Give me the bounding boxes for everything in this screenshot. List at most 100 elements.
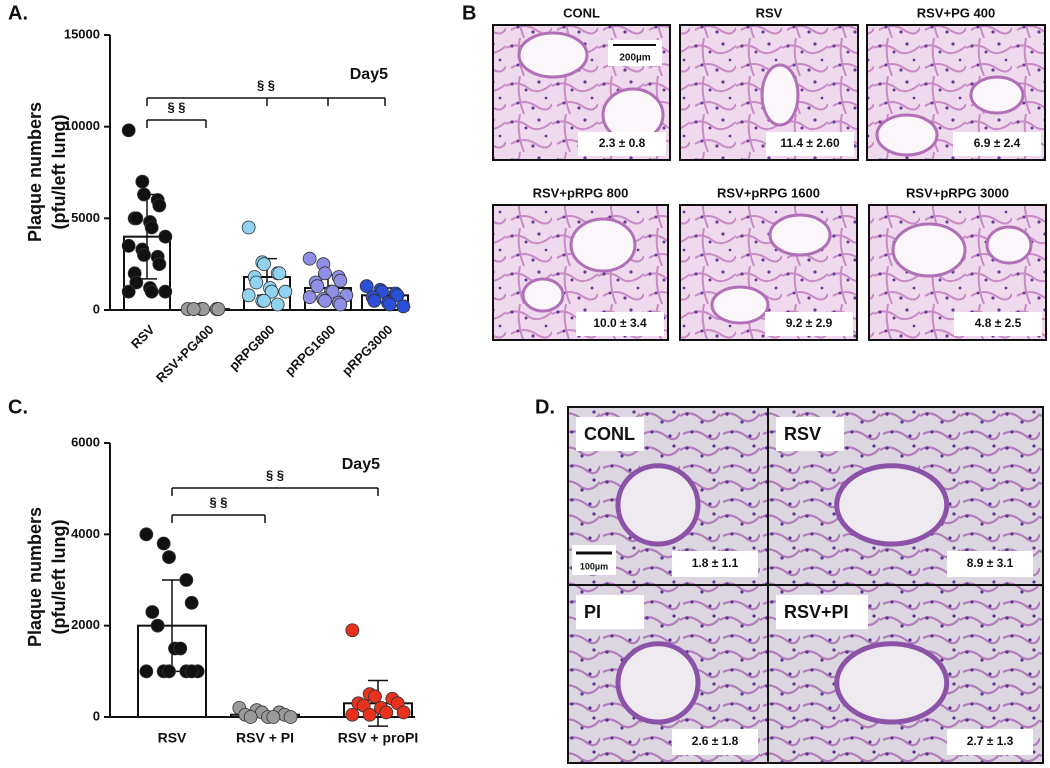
data-point	[179, 573, 194, 587]
annotation: Day5	[350, 66, 388, 83]
data-point	[129, 211, 144, 226]
significance-label: § §	[209, 494, 227, 509]
data-point	[121, 123, 136, 138]
image-label: PI	[584, 602, 601, 622]
data-point	[333, 297, 348, 312]
label-box	[576, 417, 644, 451]
y-tick-label: 15000	[64, 26, 100, 41]
data-point	[158, 284, 173, 299]
data-point	[345, 707, 360, 722]
data-point	[359, 279, 374, 294]
x-tick-label: RSV + PI	[236, 730, 294, 746]
score-box	[578, 132, 666, 156]
scale-box	[572, 545, 616, 575]
score-box	[765, 312, 853, 336]
data-point	[139, 664, 154, 679]
data-point	[257, 293, 271, 308]
image-title: CONL	[563, 5, 600, 20]
y-tick-label: 2000	[71, 617, 100, 632]
x-tick-label: pRPG3000	[339, 322, 396, 379]
lumen	[569, 217, 637, 273]
image-title: RSV+pRPG 800	[533, 185, 629, 200]
data-point	[396, 705, 411, 720]
data-point	[310, 279, 325, 294]
score: 8.9 ± 3.1	[967, 556, 1014, 570]
score-box	[672, 551, 758, 577]
lumen	[891, 222, 967, 278]
y-tick-label: 6000	[71, 434, 100, 449]
data-point	[152, 257, 167, 272]
score-box	[953, 132, 1041, 156]
significance-label: § §	[167, 99, 185, 114]
data-point	[257, 257, 271, 272]
data-point	[162, 550, 176, 565]
image-label: CONL	[584, 424, 635, 444]
image-title: RSV+pRPG 1600	[717, 185, 820, 200]
lumen	[710, 285, 770, 325]
x-tick-label: RSV+PG400	[153, 322, 216, 385]
score-box	[576, 312, 664, 336]
score-box	[947, 729, 1033, 755]
data-point	[241, 220, 256, 235]
x-tick-label: RSV	[128, 322, 158, 352]
data-point	[396, 299, 411, 314]
data-point	[137, 248, 151, 262]
scale-label: 100µm	[580, 561, 608, 571]
lumen	[834, 641, 950, 725]
data-point	[144, 220, 159, 235]
data-point	[367, 293, 382, 308]
data-point	[162, 664, 176, 679]
lumen	[521, 277, 565, 313]
lumen	[985, 225, 1033, 265]
y-axis-label-line: Plaque numbers	[25, 102, 45, 242]
y-axis-label-line: Plaque numbers	[25, 507, 45, 647]
lumen	[834, 463, 950, 547]
data-point	[150, 618, 165, 633]
image-label: RSV	[784, 424, 821, 444]
data-point	[266, 710, 281, 724]
data-point	[184, 595, 199, 610]
data-point	[283, 710, 298, 724]
lumen	[875, 113, 939, 157]
score-box	[672, 729, 758, 755]
label-box	[776, 595, 868, 629]
panel-label: B	[462, 2, 476, 24]
image-title: RSV	[756, 5, 783, 20]
data-point	[390, 288, 405, 303]
image-title: RSV+PG 400	[917, 5, 995, 20]
data-point	[156, 536, 171, 551]
data-point	[121, 284, 136, 299]
y-axis-label: Plaque numbers (pfu/left lung)	[25, 507, 69, 647]
scale-label: 200µm	[619, 53, 650, 64]
lumen	[760, 63, 800, 127]
score-box	[766, 132, 854, 156]
data-point	[241, 288, 256, 303]
lumen	[615, 463, 701, 547]
data-point	[318, 266, 332, 281]
data-point	[272, 266, 287, 281]
score: 6.9 ± 2.4	[974, 136, 1021, 150]
image-label: RSV+PI	[784, 602, 849, 622]
significance-label: § §	[257, 77, 275, 92]
y-tick-label: 0	[93, 301, 100, 316]
y-axis-label-line: (pfu/left lung)	[49, 115, 69, 230]
data-point	[211, 302, 226, 316]
data-point	[139, 527, 154, 542]
score-box	[947, 551, 1033, 577]
data-point	[129, 275, 144, 290]
data-point	[345, 623, 360, 638]
annotation: Day5	[342, 456, 380, 473]
data-point	[302, 251, 317, 266]
data-point	[184, 664, 199, 679]
data-point	[362, 707, 377, 722]
data-point	[145, 605, 160, 619]
label-box	[576, 595, 644, 629]
data-point	[152, 198, 167, 213]
panel-label: D.	[535, 396, 555, 418]
x-tick-label: pRPG1600	[282, 322, 339, 379]
x-tick-label: RSV + proPI	[338, 730, 419, 746]
data-point	[249, 275, 264, 290]
x-tick-label: RSV	[158, 730, 187, 746]
label-box	[776, 417, 844, 451]
